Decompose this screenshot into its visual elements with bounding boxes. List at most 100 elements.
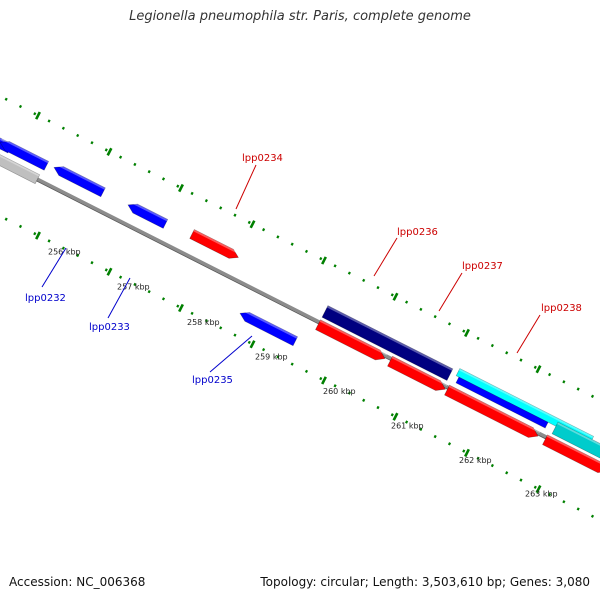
tick-dot — [362, 278, 366, 283]
gene-shape — [444, 384, 539, 438]
major-tick — [464, 448, 470, 458]
tick-dot — [18, 104, 23, 109]
tick-dot — [376, 405, 380, 410]
tick-dot — [262, 228, 266, 232]
scale-label-7: 263 kbp — [525, 489, 558, 498]
gene-lpp0236 — [315, 319, 388, 361]
tick-dot — [176, 304, 180, 308]
gene-lpp0235 — [239, 308, 298, 347]
tick-dot — [161, 297, 166, 301]
tick-dot — [262, 347, 266, 352]
leader-line-lpp0234 — [235, 164, 257, 210]
tick-dot — [533, 485, 537, 489]
gene-shape — [0, 142, 41, 185]
tick-dot — [419, 427, 423, 431]
scale-label-4: 260 kbp — [323, 387, 356, 396]
leader-line-lpp0237 — [438, 272, 463, 312]
tick-dot — [47, 119, 51, 123]
tick-dot — [405, 420, 409, 424]
tick-dot — [562, 500, 566, 504]
tick-dot — [76, 253, 80, 258]
tick-dot — [548, 492, 552, 497]
major-tick — [392, 292, 399, 301]
tick-dot — [390, 413, 394, 417]
tick-dot — [290, 362, 294, 366]
tick-dot — [576, 387, 580, 391]
accession-text: Accession: NC_006368 — [9, 575, 146, 589]
gene-highlight — [319, 319, 388, 356]
major-tick — [321, 376, 327, 385]
leader-line-lpp0238 — [516, 314, 541, 354]
tick-dot — [33, 232, 37, 236]
gene-lpp0234 — [189, 229, 241, 259]
leader-line-lpp0236 — [373, 237, 398, 277]
gene-highlight — [391, 356, 448, 387]
tick-dot — [219, 206, 223, 210]
tick-dot — [304, 369, 309, 374]
gene-highlight — [1, 137, 49, 164]
gene-shape — [321, 305, 454, 381]
major-tick — [249, 220, 256, 229]
tick-dot — [433, 434, 437, 439]
tick-dot — [590, 394, 595, 398]
major-tick — [249, 340, 256, 349]
gene-label-lpp0238: lpp0238 — [541, 303, 582, 314]
gene-highlight — [327, 305, 453, 371]
tick-dot — [505, 471, 509, 475]
tick-dot — [476, 456, 480, 460]
gene-shape — [0, 127, 13, 154]
major-tick — [321, 256, 327, 265]
tick-dot — [276, 235, 280, 239]
tick-dot — [447, 442, 452, 446]
gene-label-lpp0234: lpp0234 — [242, 153, 283, 164]
genome-summary-text: Topology: circular; Length: 3,503,610 bp… — [260, 575, 590, 589]
tick-dot — [405, 300, 409, 304]
tick-dot — [319, 256, 323, 261]
major-tick — [392, 412, 399, 421]
gene-shape — [239, 312, 298, 347]
gene-lpp0233b — [127, 200, 169, 229]
gene-lpp0233 — [53, 162, 106, 198]
gene-lpp0238 — [444, 384, 541, 438]
tick-dot — [304, 249, 309, 254]
scale-label-1: 257 kbp — [117, 283, 150, 292]
tick-dot — [419, 307, 423, 312]
tick-dot — [533, 365, 537, 369]
tick-dot — [18, 224, 23, 229]
major-tick — [106, 267, 113, 276]
tick-dot — [119, 155, 123, 159]
tick-dot — [376, 285, 380, 290]
gene-highlight — [55, 162, 106, 190]
tick-dot — [133, 282, 137, 287]
tick-dot — [233, 333, 237, 337]
tick-dot — [76, 133, 80, 138]
tick-dot — [519, 358, 523, 362]
teal-feature — [551, 421, 600, 462]
gene-shape — [551, 421, 600, 462]
gene-shape — [315, 319, 386, 361]
tick-dot — [190, 311, 194, 316]
tick-dot — [447, 322, 452, 326]
tick-dot — [61, 246, 65, 250]
tick-dot — [33, 112, 37, 116]
scale-label-5: 261 kbp — [391, 421, 424, 430]
gene-label-lpp0235: lpp0235 — [192, 375, 233, 386]
gene-highlight — [458, 368, 594, 439]
tick-dot — [290, 242, 294, 246]
scale-label-3: 259 kbp — [255, 352, 288, 361]
tick-dot — [562, 380, 566, 384]
tick-dot — [462, 329, 466, 333]
tick-dot — [147, 289, 151, 294]
tick-dot — [576, 507, 580, 511]
gene-shape — [189, 229, 239, 259]
tick-dot — [90, 261, 94, 265]
major-tick — [178, 303, 184, 313]
major-tick — [35, 231, 41, 240]
tick-dot — [4, 217, 8, 221]
tick-dot — [4, 97, 8, 101]
major-tick — [535, 484, 542, 494]
tick-dot — [104, 148, 108, 152]
map-title: Legionella pneumophila str. Paris, compl… — [129, 9, 471, 24]
major-tick — [464, 328, 470, 338]
